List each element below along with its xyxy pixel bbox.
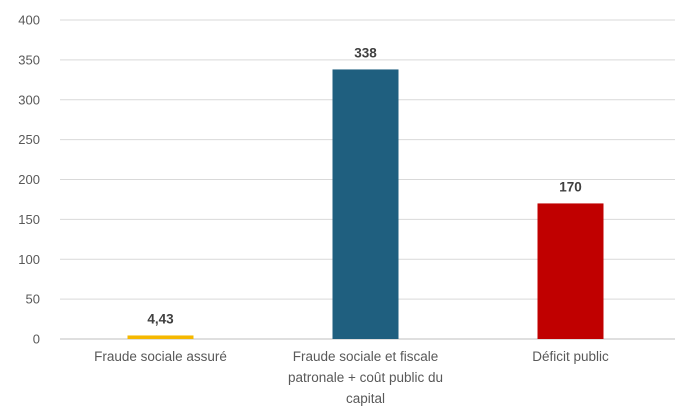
bars [127,69,604,339]
y-tick-label: 150 [18,212,40,227]
y-tick-label: 0 [33,332,40,347]
y-tick-label: 250 [18,132,40,147]
category-label-line: patronale + coût public du [288,370,443,385]
y-axis-ticks: 0 50 100 150 200 250 300 350 400 [18,13,40,347]
bar [127,335,194,339]
data-label: 338 [354,45,377,60]
category-label-line: Fraude sociale et fiscale [293,349,439,364]
bar [537,203,604,339]
x-axis-categories: Fraude sociale assuré Fraude sociale et f… [94,349,609,406]
data-label: 170 [559,179,582,194]
y-tick-label: 200 [18,172,40,187]
y-tick-label: 50 [26,292,40,307]
category-label-line: capital [346,391,385,406]
y-tick-label: 100 [18,252,40,267]
bar [332,69,399,339]
data-labels: 4,43 338 170 [147,45,581,326]
category-label: Fraude sociale et fiscale patronale + coû… [288,349,443,406]
category-label-line: Déficit public [532,349,609,364]
category-label: Déficit public [532,349,609,364]
y-tick-label: 300 [18,92,40,107]
category-label: Fraude sociale assuré [94,349,227,364]
data-label: 4,43 [147,311,174,326]
y-tick-label: 350 [18,52,40,67]
category-label-line: Fraude sociale assuré [94,349,227,364]
y-tick-label: 400 [18,13,40,28]
